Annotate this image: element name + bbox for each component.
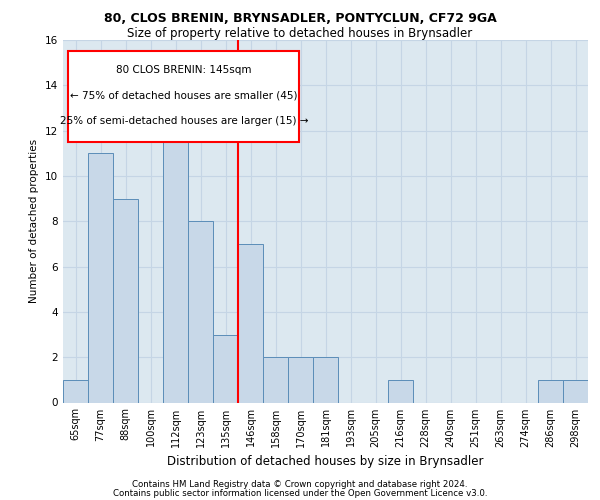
Bar [88,154,113,402]
Text: 80, CLOS BRENIN, BRYNSADLER, PONTYCLUN, CF72 9GA: 80, CLOS BRENIN, BRYNSADLER, PONTYCLUN, … [104,12,496,26]
Bar [113,198,138,402]
Text: Contains public sector information licensed under the Open Government Licence v3: Contains public sector information licen… [113,488,487,498]
Y-axis label: Number of detached properties: Number of detached properties [29,139,40,304]
Bar [388,380,413,402]
Text: 25% of semi-detached houses are larger (15) →: 25% of semi-detached houses are larger (… [59,116,308,126]
Bar [313,357,338,403]
Bar [263,357,288,403]
Bar [238,244,263,402]
Text: Size of property relative to detached houses in Brynsadler: Size of property relative to detached ho… [127,28,473,40]
Bar [213,334,238,402]
Text: ← 75% of detached houses are smaller (45): ← 75% of detached houses are smaller (45… [70,91,298,101]
Bar [563,380,588,402]
Bar [63,380,88,402]
Bar [288,357,313,403]
FancyBboxPatch shape [68,51,299,142]
Bar [163,108,188,403]
Bar [188,221,213,402]
Text: 80 CLOS BRENIN: 145sqm: 80 CLOS BRENIN: 145sqm [116,66,251,76]
X-axis label: Distribution of detached houses by size in Brynsadler: Distribution of detached houses by size … [167,455,484,468]
Bar [538,380,563,402]
Text: Contains HM Land Registry data © Crown copyright and database right 2024.: Contains HM Land Registry data © Crown c… [132,480,468,489]
